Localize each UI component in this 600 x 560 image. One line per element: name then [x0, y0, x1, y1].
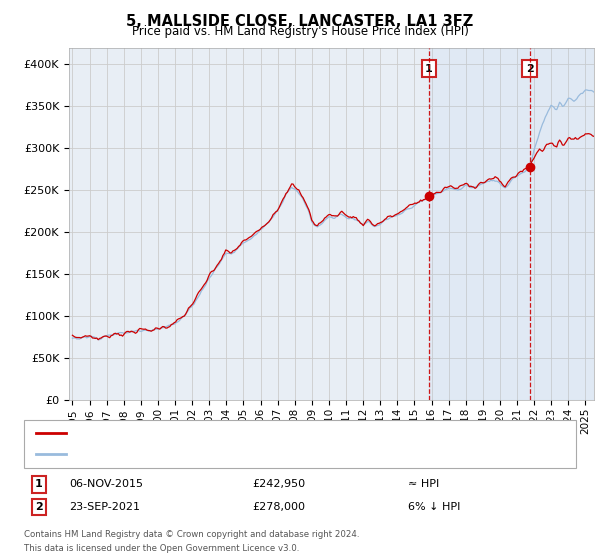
- Text: £278,000: £278,000: [252, 502, 305, 512]
- Text: 5, MALLSIDE CLOSE, LANCASTER, LA1 3FZ (detached house): 5, MALLSIDE CLOSE, LANCASTER, LA1 3FZ (d…: [75, 428, 390, 438]
- Text: 23-SEP-2021: 23-SEP-2021: [69, 502, 140, 512]
- Text: ≈ HPI: ≈ HPI: [408, 479, 439, 489]
- Bar: [429, 48, 594, 400]
- Text: 2: 2: [35, 502, 43, 512]
- Text: 2: 2: [526, 64, 533, 73]
- Text: Contains HM Land Registry data © Crown copyright and database right 2024.: Contains HM Land Registry data © Crown c…: [24, 530, 359, 539]
- Text: £242,950: £242,950: [252, 479, 305, 489]
- Text: 5, MALLSIDE CLOSE, LANCASTER, LA1 3FZ: 5, MALLSIDE CLOSE, LANCASTER, LA1 3FZ: [127, 14, 473, 29]
- Text: 1: 1: [425, 64, 433, 73]
- Text: This data is licensed under the Open Government Licence v3.0.: This data is licensed under the Open Gov…: [24, 544, 299, 553]
- Text: 1: 1: [35, 479, 43, 489]
- Text: HPI: Average price, detached house, Lancaster: HPI: Average price, detached house, Lanc…: [75, 449, 319, 459]
- Text: Price paid vs. HM Land Registry's House Price Index (HPI): Price paid vs. HM Land Registry's House …: [131, 25, 469, 38]
- Text: 06-NOV-2015: 06-NOV-2015: [69, 479, 143, 489]
- Text: 6% ↓ HPI: 6% ↓ HPI: [408, 502, 460, 512]
